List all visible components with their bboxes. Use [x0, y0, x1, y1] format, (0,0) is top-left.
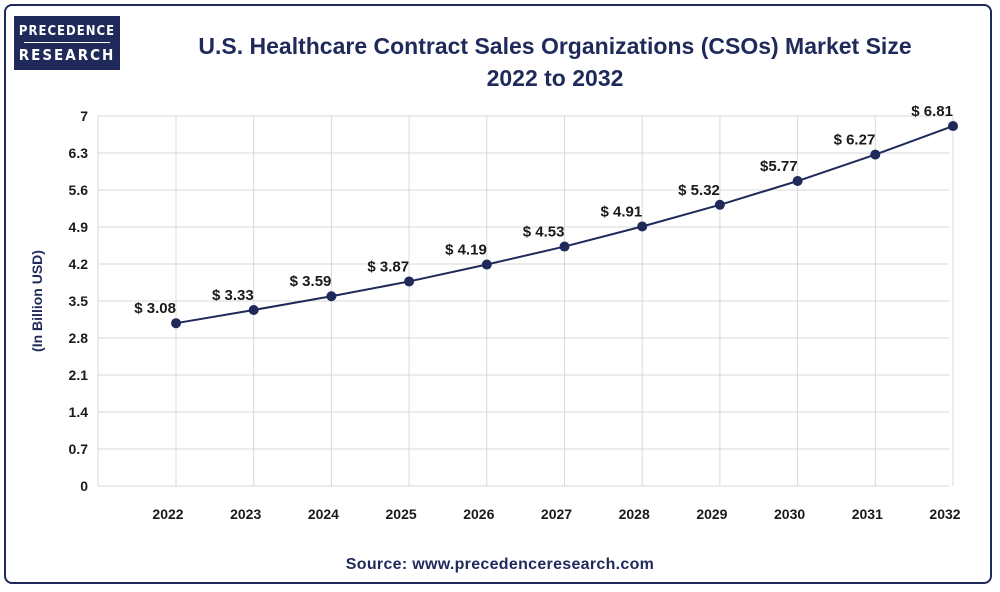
x-tick-label: 2026	[463, 506, 494, 522]
brand-logo: PRECEDENCE RESEARCH	[14, 16, 120, 70]
series: $ 3.08 $ 3.33 $ 3.59 $ 3.87 $ 4.19 $ 4.53 $ 4.…	[134, 103, 958, 329]
y-tick-label: 5.6	[69, 182, 89, 198]
data-point	[171, 318, 181, 329]
data-label: $ 4.19	[445, 242, 487, 259]
y-tick-label: 1.4	[69, 404, 89, 420]
y-tick-label: 2.8	[69, 330, 89, 346]
data-label: $ 6.81	[911, 103, 953, 120]
y-tick-label: 0	[80, 478, 88, 494]
data-label: $ 6.27	[834, 132, 876, 149]
axis-labels: 0 0.7 1.4 2.1 2.8 3.5 4.2 4.9 5.6 6.3 7 2022 2023 202…	[29, 108, 961, 522]
y-tick-label: 7	[80, 108, 88, 124]
x-tick-label: 2028	[619, 506, 650, 522]
y-tick-label: 4.2	[69, 256, 89, 272]
data-point	[870, 149, 881, 160]
data-label: $ 3.33	[212, 287, 254, 304]
data-label: $ 3.87	[367, 258, 409, 275]
data-label: $ 3.59	[290, 273, 332, 290]
chart-frame	[4, 4, 992, 584]
data-label: $ 4.91	[600, 203, 642, 220]
data-point	[637, 221, 648, 232]
x-tick-label: 2029	[696, 506, 727, 522]
logo-divider	[24, 42, 110, 43]
x-tick-label: 2022	[152, 506, 183, 522]
y-axis-title: (In Billion USD)	[29, 250, 45, 352]
x-tick-label: 2024	[308, 506, 339, 522]
data-point	[248, 304, 259, 315]
logo-text-bottom: RESEARCH	[18, 46, 116, 64]
data-point	[714, 199, 725, 210]
x-tick-label: 2023	[230, 506, 261, 522]
logo-text-top: PRECEDENCE	[18, 24, 116, 39]
y-tick-label: 4.9	[69, 219, 89, 235]
y-tick-label: 0.7	[69, 441, 89, 457]
data-point	[404, 276, 415, 287]
source-note: Source: www.precedenceresearch.com	[345, 556, 655, 573]
y-tick-label: 2.1	[69, 367, 89, 383]
x-tick-label: 2032	[929, 506, 960, 522]
x-tick-label: 2030	[774, 506, 805, 522]
data-point	[948, 121, 958, 132]
grid-lines	[97, 115, 954, 487]
data-point	[481, 259, 492, 270]
y-tick-label: 3.5	[69, 293, 89, 309]
data-point	[559, 241, 570, 252]
chart-title-line1: U.S. Healthcare Contract Sales Organizat…	[198, 33, 912, 59]
x-tick-label: 2027	[541, 506, 572, 522]
x-tick-label: 2025	[386, 506, 417, 522]
data-label: $ 3.08	[134, 300, 176, 317]
x-tick-label: 2031	[852, 506, 883, 522]
y-tick-label: 6.3	[69, 145, 89, 161]
data-label: $ 4.53	[523, 224, 565, 241]
data-point	[792, 176, 803, 187]
data-point	[326, 291, 337, 302]
chart-title: U.S. Healthcare Contract Sales Organizat…	[120, 30, 990, 94]
data-label: $5.77	[760, 158, 798, 175]
chart-title-line2: 2022 to 2032	[486, 65, 624, 91]
data-label: $ 5.32	[678, 182, 720, 199]
